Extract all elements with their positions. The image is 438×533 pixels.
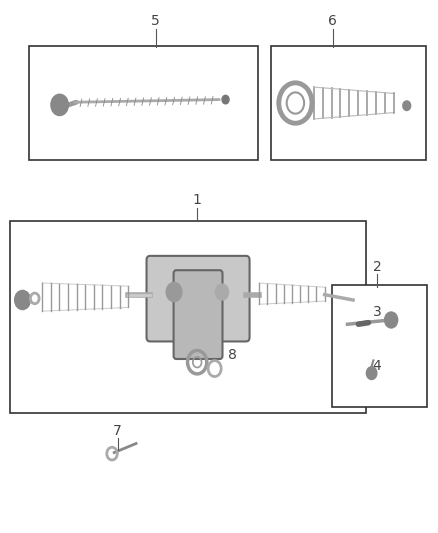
Circle shape <box>166 282 182 302</box>
Circle shape <box>215 284 229 300</box>
Circle shape <box>14 290 30 310</box>
FancyBboxPatch shape <box>173 270 223 359</box>
Text: 4: 4 <box>373 359 381 373</box>
Circle shape <box>51 94 68 116</box>
Bar <box>29 46 258 160</box>
Text: 5: 5 <box>151 14 160 28</box>
Text: 3: 3 <box>373 304 381 319</box>
Text: 8: 8 <box>228 348 237 362</box>
Circle shape <box>222 95 229 104</box>
Text: 1: 1 <box>193 193 201 207</box>
Text: 2: 2 <box>373 260 381 274</box>
Text: 6: 6 <box>328 14 337 28</box>
Bar <box>11 221 366 413</box>
Text: 7: 7 <box>113 424 122 438</box>
Circle shape <box>385 312 398 328</box>
Bar <box>332 285 427 407</box>
FancyBboxPatch shape <box>147 256 250 342</box>
Circle shape <box>366 367 377 379</box>
Bar <box>272 46 426 160</box>
Circle shape <box>403 101 411 110</box>
